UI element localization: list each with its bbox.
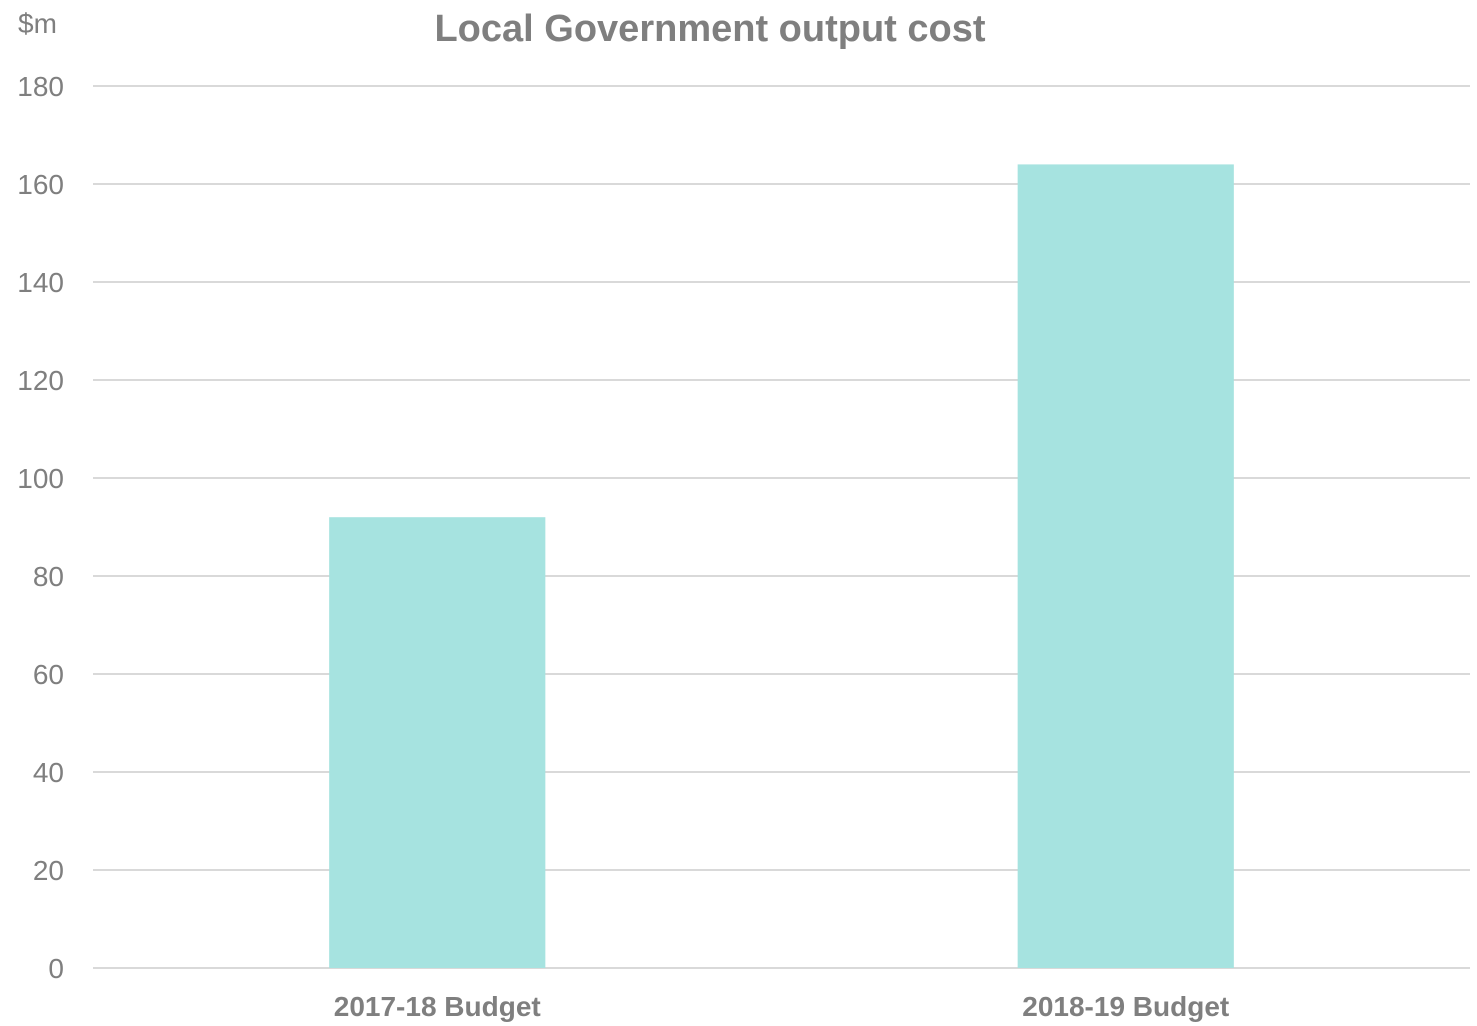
- y-tick-label: 140: [17, 267, 64, 298]
- y-tick-label: 180: [17, 71, 64, 102]
- bars: [329, 164, 1234, 968]
- y-axis-ticks: 0 20 40 60 80 100 120 140 160 180: [17, 71, 64, 984]
- bar-1: [329, 517, 546, 968]
- y-tick-label: 60: [33, 659, 64, 690]
- y-tick-label: 20: [33, 855, 64, 886]
- x-category-label: 2017-18 Budget: [334, 991, 541, 1022]
- x-category-label: 2018-19 Budget: [1022, 991, 1229, 1022]
- bar-2: [1017, 164, 1234, 968]
- y-tick-label: 40: [33, 757, 64, 788]
- y-tick-label: 120: [17, 365, 64, 396]
- x-axis-categories: 2017-18 Budget 2018-19 Budget: [334, 991, 1229, 1022]
- y-tick-label: 0: [48, 953, 64, 984]
- y-tick-label: 160: [17, 169, 64, 200]
- gridlines: [93, 85, 1470, 969]
- y-tick-label: 100: [17, 463, 64, 494]
- y-axis-unit-label: $m: [18, 8, 57, 39]
- chart-title: Local Government output cost: [434, 8, 985, 50]
- y-tick-label: 80: [33, 561, 64, 592]
